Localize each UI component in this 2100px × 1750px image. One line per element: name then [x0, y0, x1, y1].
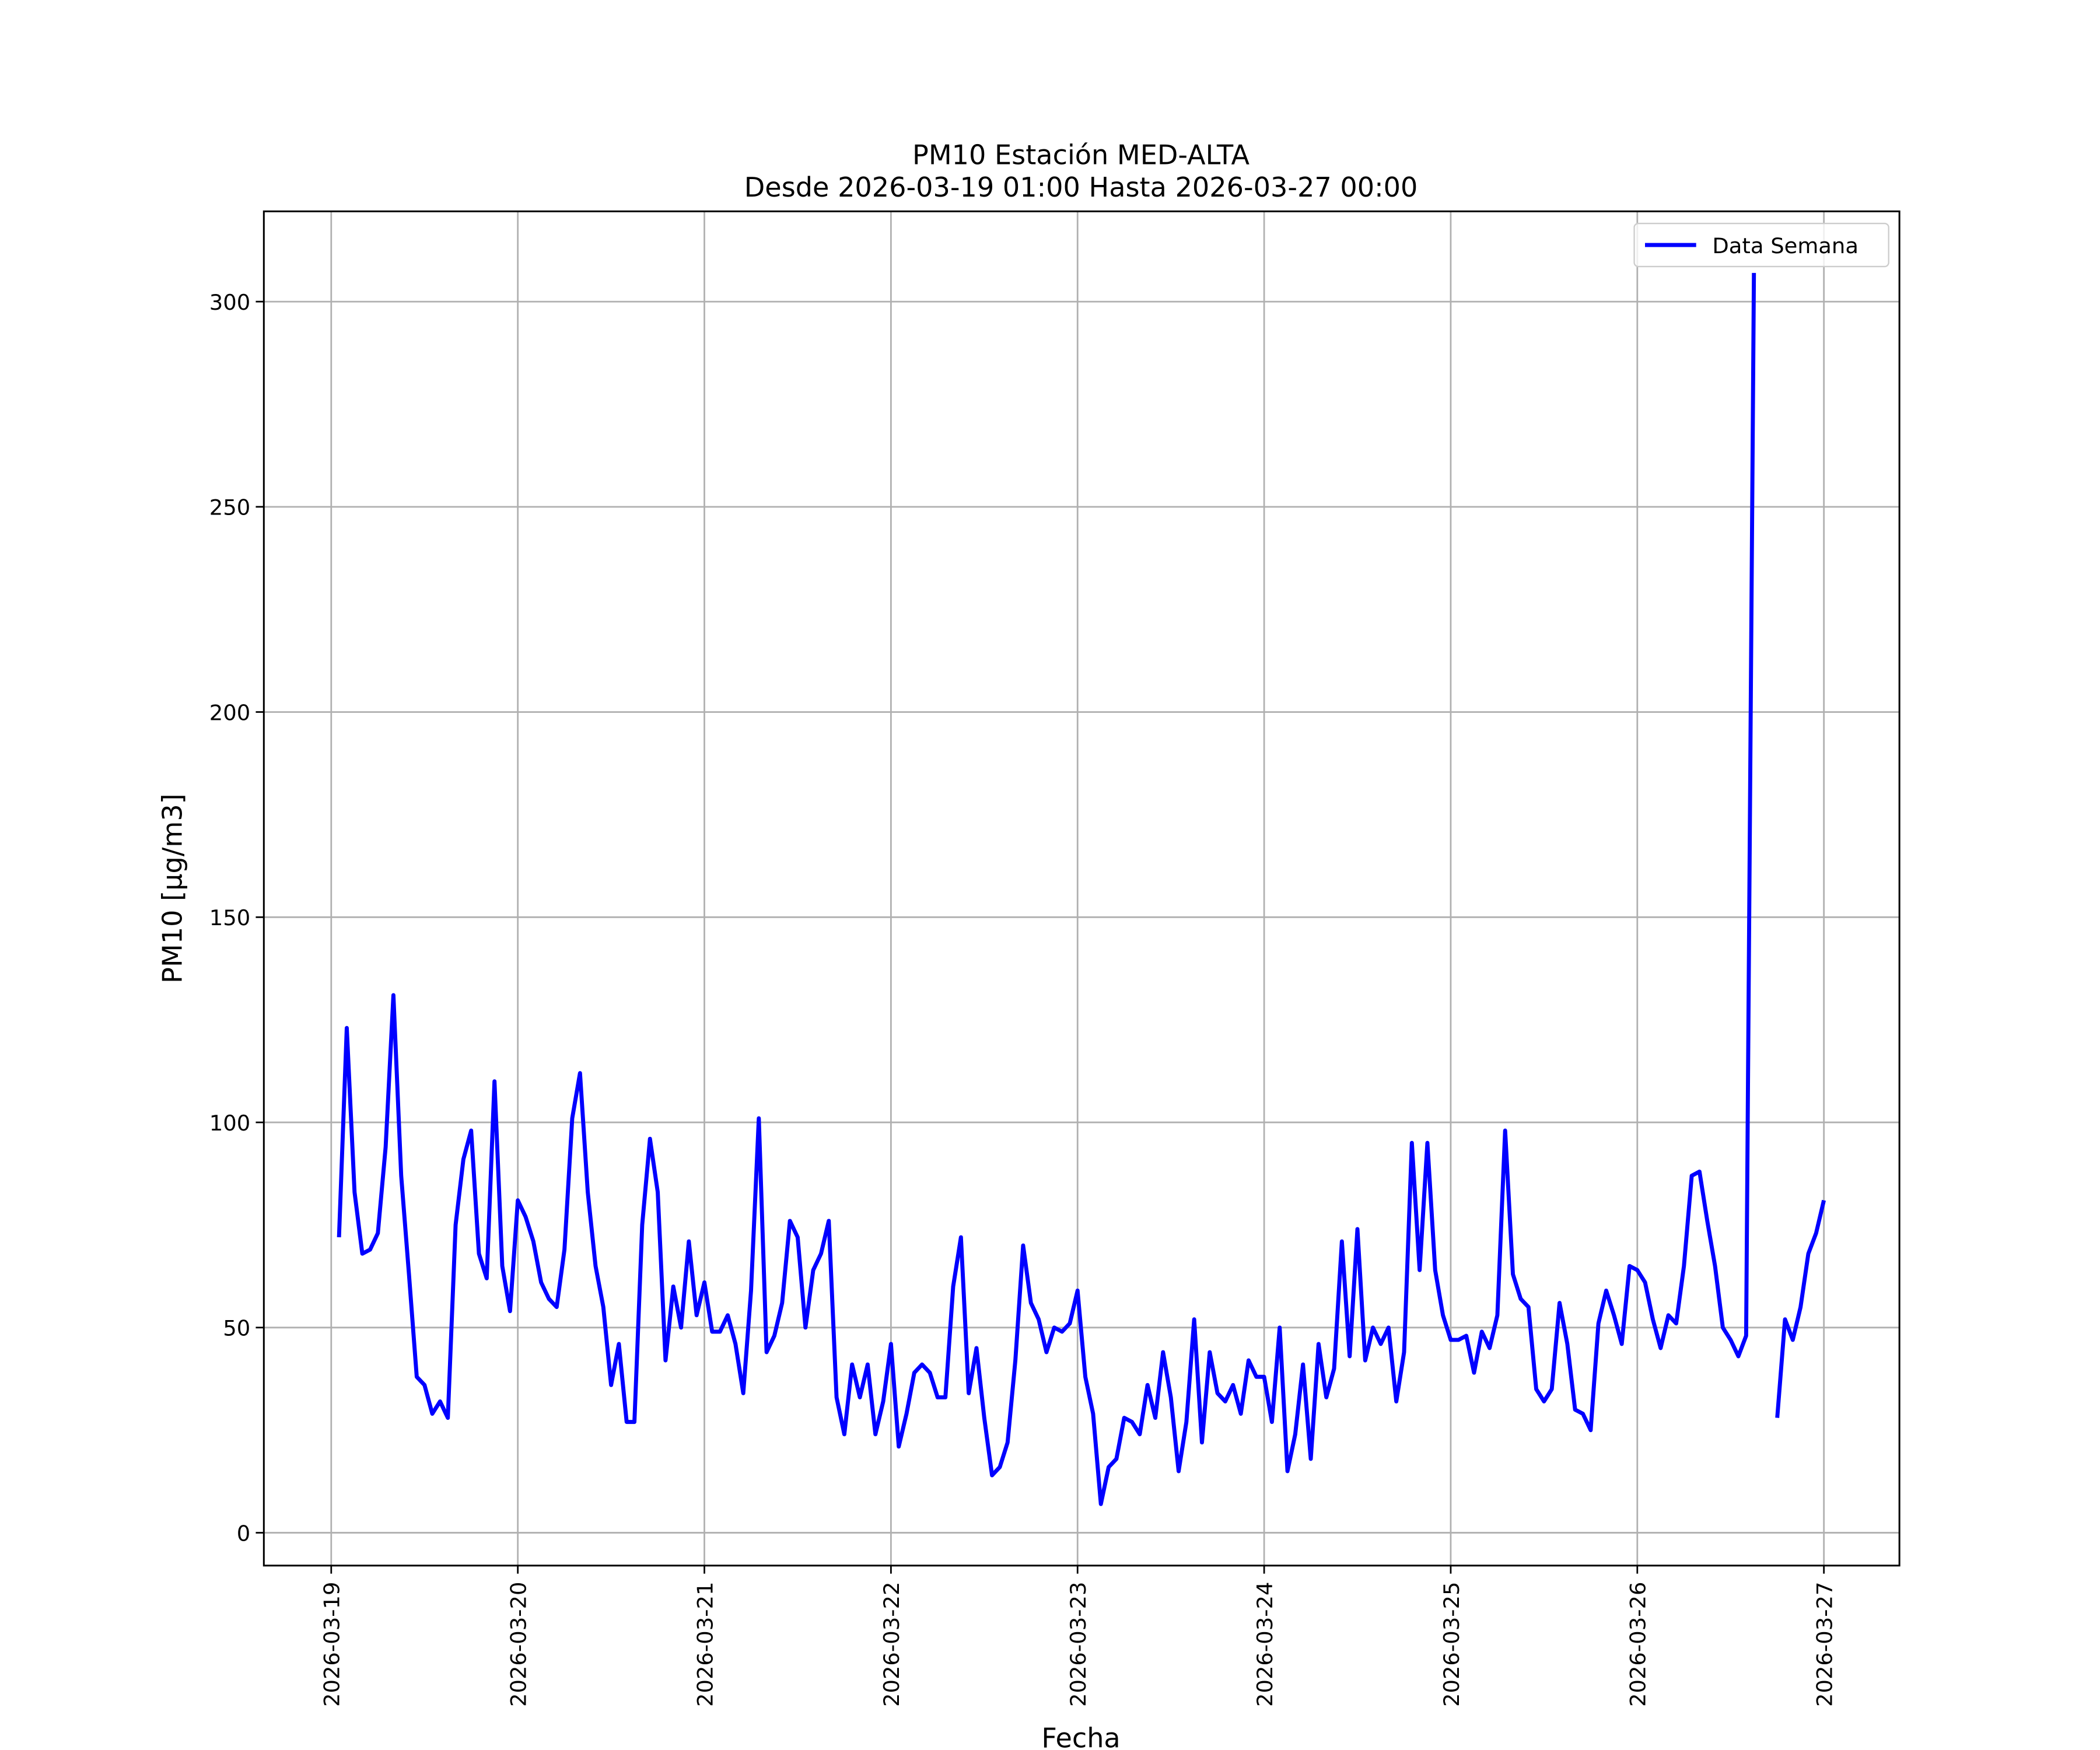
x-tick-label: 2026-03-20 — [506, 1582, 531, 1707]
x-tick-label: 2026-03-22 — [879, 1582, 904, 1707]
y-axis-label: PM10 [μg/m3] — [157, 793, 188, 984]
legend-label: Data Semana — [1712, 233, 1859, 258]
y-tick-label: 150 — [209, 905, 250, 930]
y-tick-label: 250 — [209, 495, 250, 520]
x-tick-label: 2026-03-21 — [692, 1582, 718, 1707]
x-tick-label: 2026-03-19 — [320, 1582, 345, 1707]
chart-title: PM10 Estación MED-ALTA — [912, 139, 1250, 171]
legend: Data Semana — [1633, 222, 1889, 268]
data-line — [337, 272, 1826, 1506]
x-tick-label: 2026-03-27 — [1812, 1582, 1838, 1707]
x-tick-label: 2026-03-23 — [1066, 1582, 1091, 1707]
plot-area — [337, 272, 1826, 1506]
y-tick-label: 200 — [209, 700, 250, 725]
x-axis-label: Fecha — [1041, 1722, 1120, 1750]
y-tick-label: 0 — [237, 1521, 250, 1546]
x-tick-label: 2026-03-25 — [1439, 1582, 1464, 1707]
y-tick-label: 50 — [223, 1316, 250, 1341]
y-tick-label: 300 — [209, 290, 250, 315]
grid — [264, 211, 1900, 1566]
y-tick-label: 100 — [209, 1111, 250, 1136]
x-tick-label: 2026-03-26 — [1626, 1582, 1651, 1707]
x-tick-label: 2026-03-24 — [1252, 1582, 1278, 1707]
ticks: 0 50 100 150 200 250 300 2026-03-19 2026-03-20 20… — [209, 290, 1838, 1707]
legend-box — [1633, 222, 1889, 268]
chart-subtitle: Desde 2026-03-19 01:00 Hasta 2026-03-27 … — [744, 172, 1418, 203]
plot-frame — [262, 210, 1901, 1567]
